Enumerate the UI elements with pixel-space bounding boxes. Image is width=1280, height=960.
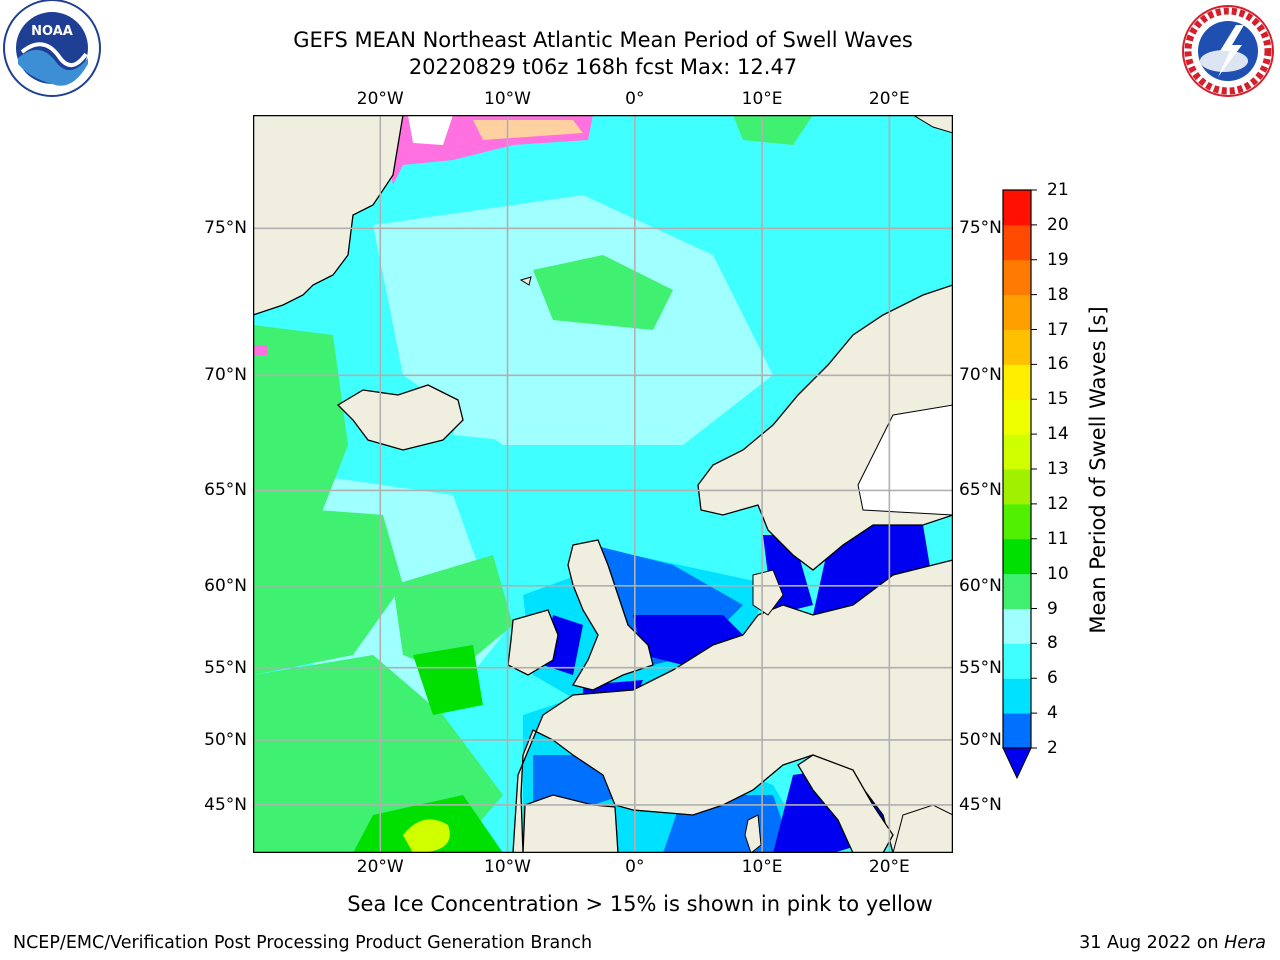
colorbar-level-label: 12 [1047,493,1069,514]
colorbar-level-label: 15 [1047,389,1069,410]
machine-name: Hera [1224,933,1266,953]
greenland [253,115,404,316]
date-text: 31 Aug 2022 on [1079,933,1225,953]
colorbar-swatch [1003,399,1031,435]
colorbar-swatch [1003,190,1031,226]
colorbar-level-label: 4 [1047,703,1058,724]
colorbar-swatch [1003,364,1031,400]
colorbar-swatch [1003,503,1031,540]
lon-tick-label-top: 20°E [868,89,910,109]
date-stamp: 31 Aug 2022 on Hera [1079,932,1266,954]
lon-tick-label-top: 20°W [356,89,404,109]
nws-logo [1182,5,1274,97]
italy [797,754,894,853]
lat-tick-label-right: 45°N [959,794,1002,815]
swell-period-map [253,115,953,853]
colorbar-level-label: 13 [1047,459,1069,479]
great-britain [567,539,654,691]
colorbar-level-label: 14 [1047,424,1069,445]
colorbar-swatch [1003,573,1031,609]
colorbar-extend-min [1002,747,1032,780]
colorbar-level-label: 17 [1047,319,1069,340]
svg-text:NOAA: NOAA [31,24,73,39]
colorbar-swatch [1003,678,1031,714]
lon-tick-label-bottom: 20°E [868,857,910,877]
colorbar-level-label: 16 [1047,354,1069,375]
colorbar-level-label: 18 [1047,284,1069,305]
lon-tick-label-bottom: 10°E [741,857,783,877]
iceland [336,384,464,451]
colorbar-swatch [1003,713,1031,749]
colorbar-swatch [1003,224,1031,261]
lat-tick-label-left: 50°N [204,729,247,750]
colorbar-swatch [1003,294,1031,330]
noaa-logo: NOAA [3,0,101,97]
colorbar-swatch [1003,434,1031,470]
lat-tick-label-left: 55°N [204,657,247,678]
lat-tick-label-right: 55°N [959,657,1002,678]
sea-ice-note: Sea Ice Concentration > 15% is shown in … [347,892,933,916]
map-subtitle: 20220829 t06z 168h fcst Max: 12.47 [408,55,798,79]
lat-tick-label-right: 70°N [959,365,1002,386]
lat-tick-label-right: 75°N [959,218,1002,239]
colorbar-level-label: 6 [1047,668,1058,689]
lat-tick-label-left: 60°N [204,575,247,596]
colorbar-level-label: 2 [1047,738,1058,758]
colorbar-swatch [1003,259,1031,296]
lat-tick-label-right: 50°N [959,729,1002,750]
lon-tick-label-top: 10°E [741,89,783,109]
lon-tick-label-bottom: 20°W [356,857,404,877]
lat-tick-label-left: 65°N [204,480,247,501]
lon-tick-label-bottom: 0° [625,857,645,877]
colorbar-level-label: 8 [1047,633,1058,654]
colorbar-swatch [1003,329,1031,365]
lat-tick-label-left: 70°N [204,365,247,386]
lat-tick-label-right: 60°N [959,575,1002,596]
map-frame [253,115,953,853]
map-title: GEFS MEAN Northeast Atlantic Mean Period… [293,28,913,52]
lon-tick-label-top: 10°W [484,89,531,109]
colorbar-level-label: 10 [1047,563,1069,584]
lat-tick-label-left: 75°N [204,218,247,239]
colorbar-swatch [1003,608,1031,644]
colorbar-level-label: 11 [1047,528,1069,549]
lat-tick-label-left: 45°N [204,794,247,815]
colorbar-level-label: 19 [1047,249,1069,270]
colorbar-swatch [1003,538,1031,575]
lat-tick-label-right: 65°N [959,480,1002,501]
colorbar-level-label: 21 [1047,180,1069,200]
lon-tick-label-top: 0° [625,89,645,109]
colorbar-level-label: 9 [1047,598,1058,619]
colorbar-swatch [1003,643,1031,679]
map-gridlines [253,115,953,853]
lon-tick-label-bottom: 10°W [484,857,531,877]
colorbar-title: Mean Period of Swell Waves [s] [1086,306,1110,634]
credit-text: NCEP/EMC/Verification Post Processing Pr… [13,933,593,953]
colorbar [1002,189,1037,780]
colorbar-swatch [1003,469,1031,505]
colorbar-level-label: 20 [1047,214,1069,235]
